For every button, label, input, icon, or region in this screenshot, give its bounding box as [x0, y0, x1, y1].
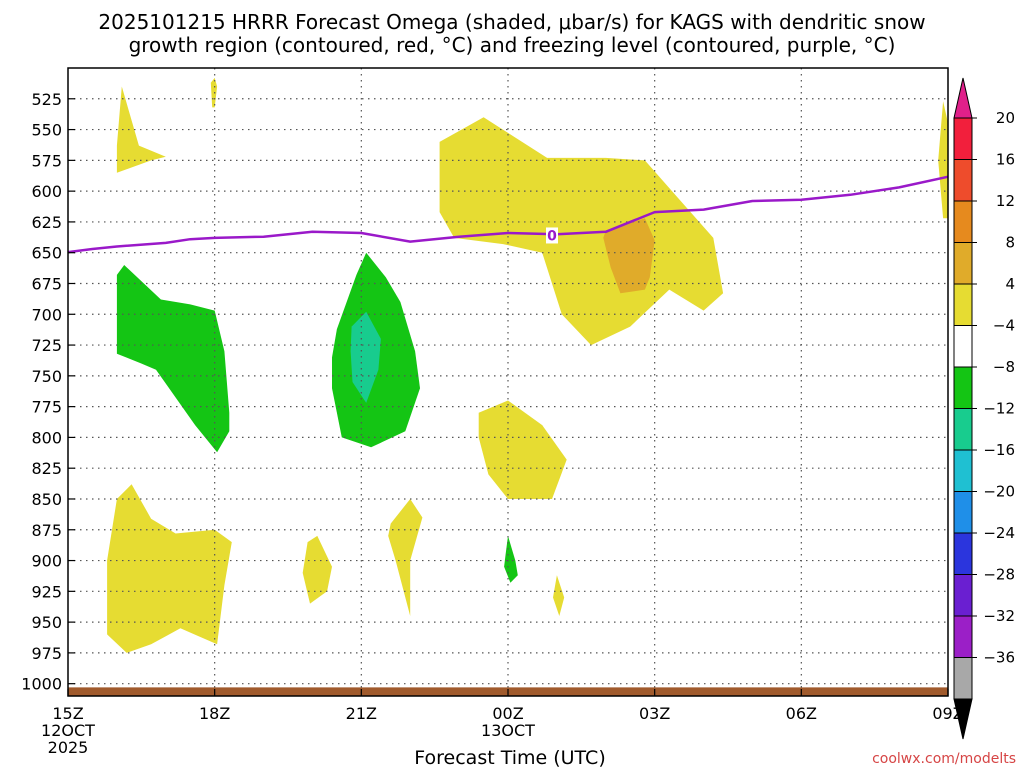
colorbar-box-4 [953, 283, 973, 326]
colorbar-label-6: −8 [993, 358, 1015, 376]
y-tick-label-575: 575 [31, 151, 62, 170]
y-tick-label-550: 550 [31, 121, 62, 140]
freezing-level-label-bg [546, 227, 558, 244]
omega-region-10 [116, 265, 230, 453]
colorbar-box-10 [953, 532, 973, 575]
colorbar-box-9 [953, 491, 973, 534]
x-tick-sublabel-00Z-0: 13OCT [481, 721, 535, 740]
colorbar-top-triangle [953, 77, 973, 119]
y-tick-label-775: 775 [31, 398, 62, 417]
colorbar-label-9: −20 [983, 483, 1015, 501]
colorbar-box-2 [953, 200, 973, 243]
colorbar: 20 16 12 8 4 −4 −8 −12 −16 −20 −24 −28 −32 −36 [953, 77, 1015, 740]
colorbar-box-1 [953, 159, 973, 202]
omega-region-12 [504, 535, 518, 583]
y-tick-label-600: 600 [31, 182, 62, 201]
omega-region-1 [439, 117, 724, 346]
colorbar-label-11: −28 [983, 566, 1015, 584]
colorbar-label-3: 8 [1005, 234, 1015, 252]
omega-shaded-regions [107, 77, 948, 653]
colorbar-label-4: 4 [1005, 275, 1015, 293]
x-tick-label-00Z: 00Z [492, 704, 523, 723]
y-tick-label-925: 925 [31, 582, 62, 601]
omega-region-4 [107, 484, 232, 653]
y-tick-label-950: 950 [31, 613, 62, 632]
y-tick-label-800: 800 [31, 428, 62, 447]
freezing-level-contour: 0 [68, 175, 948, 254]
colorbar-label-2: 12 [996, 192, 1015, 210]
title-line-1: 2025101215 HRRR Forecast Omega (shaded, … [98, 10, 925, 34]
y-tick-label-525: 525 [31, 90, 62, 109]
omega-region-2 [938, 101, 948, 219]
colorbar-label-1: 16 [996, 151, 1015, 169]
y-tick-label-875: 875 [31, 521, 62, 540]
y-tick-label-825: 825 [31, 459, 62, 478]
colorbar-box-12 [953, 615, 973, 658]
x-tick-label-06Z: 06Z [786, 704, 817, 723]
credit-text: coolwx.com/modelts [872, 751, 1016, 767]
colorbar-box-0 [953, 117, 973, 160]
y-tick-label-1000: 1000 [21, 675, 62, 694]
colorbar-box-3 [953, 242, 973, 285]
x-tick-label-18Z: 18Z [199, 704, 230, 723]
omega-region-7 [553, 575, 565, 616]
colorbar-box-6 [953, 366, 973, 409]
colorbar-box-8 [953, 449, 973, 492]
omega-region-9 [603, 218, 655, 294]
omega-region-8 [210, 77, 218, 108]
colorbar-label-10: −24 [983, 524, 1015, 542]
x-tick-label-03Z: 03Z [639, 704, 670, 723]
colorbar-label-5: −4 [993, 317, 1015, 335]
y-tick-label-725: 725 [31, 336, 62, 355]
x-tick-label-15Z: 15Z [52, 704, 83, 723]
freezing-level-label: 0 [547, 228, 557, 244]
x-tick-sublabel-15Z-0: 12OCT [41, 721, 95, 740]
colorbar-label-12: −32 [983, 607, 1015, 625]
colorbar-box-5 [953, 325, 973, 368]
title-line-2: growth region (contoured, red, °C) and f… [129, 33, 896, 57]
colorbar-bottom-triangle [953, 698, 973, 740]
colorbar-box-13 [953, 657, 973, 700]
y-tick-label-750: 750 [31, 367, 62, 386]
colorbar-box-11 [953, 574, 973, 617]
x-axis-label: Forecast Time (UTC) [414, 747, 605, 768]
y-tick-label-900: 900 [31, 552, 62, 571]
freezing-level-line [68, 175, 948, 254]
y-tick-label-625: 625 [31, 213, 62, 232]
colorbar-label-0: 20 [996, 109, 1015, 127]
y-tick-label-650: 650 [31, 244, 62, 263]
colorbar-box-7 [953, 408, 973, 451]
y-tick-label-700: 700 [31, 305, 62, 324]
dotted-grid [68, 68, 948, 696]
colorbar-label-8: −16 [983, 441, 1015, 459]
x-tick-sublabel-15Z-1: 2025 [48, 738, 89, 757]
omega-region-13 [350, 311, 381, 403]
omega-region-5 [302, 535, 332, 604]
omega-region-3 [478, 400, 567, 499]
omega-region-0 [116, 86, 166, 173]
x-tick-label-21Z: 21Z [346, 704, 377, 723]
colorbar-label-7: −12 [983, 400, 1015, 418]
y-tick-label-850: 850 [31, 490, 62, 509]
omega-region-6 [388, 499, 423, 616]
y-tick-label-975: 975 [31, 644, 62, 663]
y-axis-ticks: 525 550 575 600 625 650 675 700 725 750 775 800 825 8… [21, 90, 75, 694]
y-tick-label-675: 675 [31, 274, 62, 293]
colorbar-label-13: −36 [983, 649, 1015, 667]
